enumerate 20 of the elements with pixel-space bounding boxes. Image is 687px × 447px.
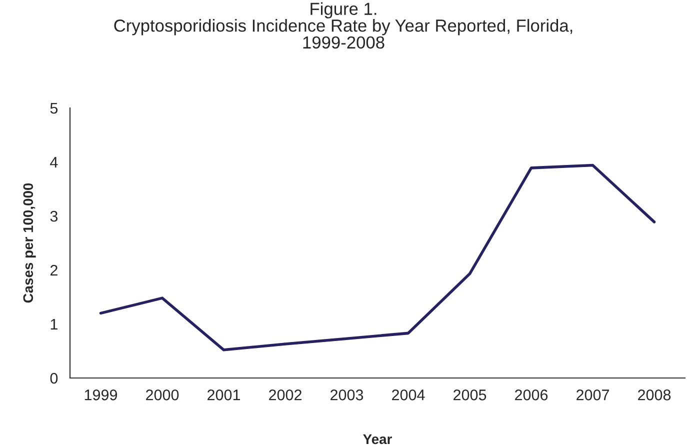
x-tick-label: 2001 [208, 390, 240, 400]
x-tick-label: 2003 [330, 390, 364, 400]
x-tick-label: 2008 [638, 390, 671, 400]
chart-title: Figure 1. Cryptosporidiosis Incidence Rate by Year Reported, Florida, 1999-2008 [114, 2, 572, 49]
x-tick-label: 2004 [392, 390, 425, 400]
y-tick-label: 1 [50, 319, 58, 330]
y-tick-label: 3 [50, 210, 58, 222]
y-axis-title: Cases per 100,000 [23, 183, 36, 303]
x-axis-title: Year [363, 434, 392, 444]
x-tick-label: 2005 [454, 390, 486, 400]
y-tick-label: 0 [50, 372, 58, 384]
x-tick-label: 2006 [515, 390, 548, 400]
y-tick-label: 4 [50, 157, 58, 168]
y-tick-label: 2 [50, 264, 58, 276]
x-tick-label: 2000 [146, 390, 179, 400]
line-series [99, 164, 656, 352]
x-tick-label: 2002 [269, 390, 302, 400]
y-tick-label: 5 [50, 103, 58, 114]
x-tick-label: 1999 [84, 390, 118, 400]
x-tick-label: 2007 [576, 390, 609, 400]
